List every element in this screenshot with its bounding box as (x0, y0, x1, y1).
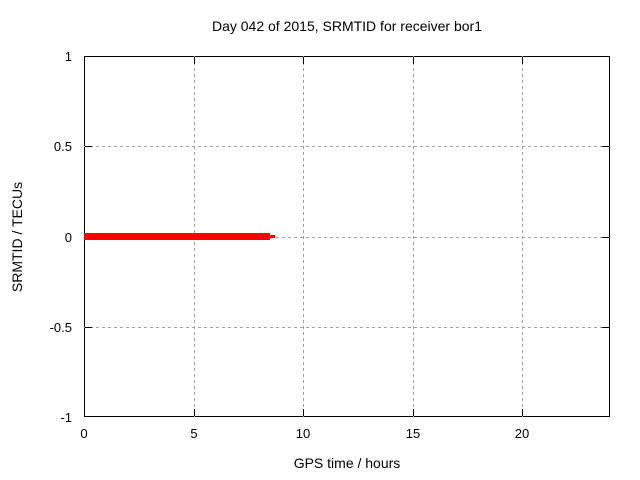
x-tick-top (522, 57, 523, 64)
x-tick-bottom (303, 409, 304, 416)
x-tick-label: 20 (514, 426, 530, 441)
x-tick-label: 10 (295, 426, 311, 441)
x-axis-label: GPS time / hours (293, 455, 401, 471)
x-tick-top (303, 57, 304, 64)
y-gridline (84, 146, 610, 147)
y-gridline (84, 237, 610, 238)
y-gridline (84, 327, 610, 328)
x-gridline (522, 56, 523, 417)
x-tick-label: 0 (80, 426, 88, 441)
plot-area (84, 56, 610, 417)
y-tick-label: 1 (64, 49, 72, 64)
y-tick-right (602, 237, 609, 238)
x-tick-top (413, 57, 414, 64)
y-tick-right (602, 327, 609, 328)
x-tick-bottom (413, 409, 414, 416)
x-tick-label: 15 (405, 426, 421, 441)
y-tick-left (85, 146, 92, 147)
y-tick-label: 0.5 (53, 139, 72, 154)
x-tick-bottom (194, 409, 195, 416)
chart-title: Day 042 of 2015, SRMTID for receiver bor… (211, 18, 482, 34)
x-gridline (413, 56, 414, 417)
y-tick-right (602, 146, 609, 147)
x-tick-top (194, 57, 195, 64)
x-gridline (303, 56, 304, 417)
y-tick-label: -0.5 (49, 320, 72, 335)
y-tick-label: 0 (64, 230, 72, 245)
series-line-srmtid (270, 235, 275, 238)
series-line-srmtid (84, 233, 270, 240)
x-tick-label: 5 (190, 426, 198, 441)
y-tick-left (85, 327, 92, 328)
x-tick-bottom (522, 409, 523, 416)
y-tick-label: -1 (60, 410, 72, 425)
